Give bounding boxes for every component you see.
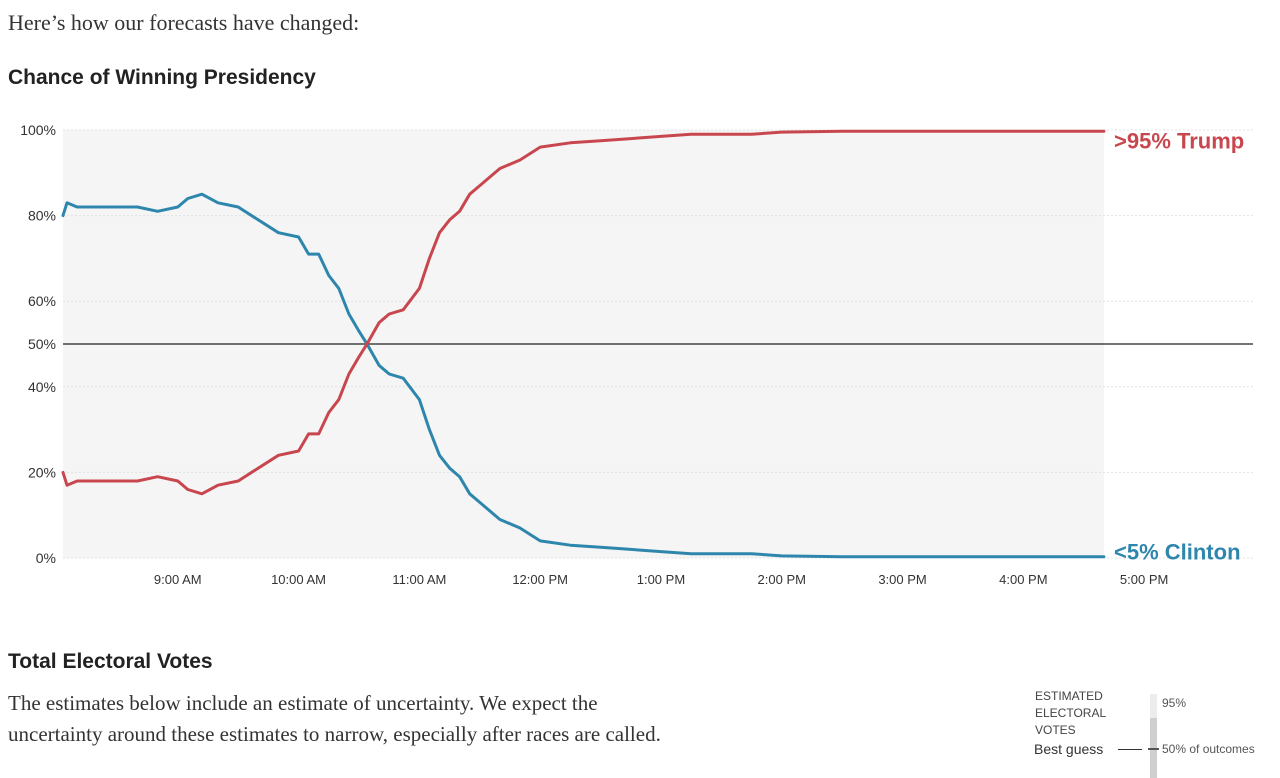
x-tick-label: 10:00 AM [271, 572, 326, 587]
series-end-label-trump: >95% Trump [1114, 128, 1244, 153]
y-tick-label: 80% [28, 208, 56, 224]
y-tick-label: 50% [28, 336, 56, 352]
series-line-trump [61, 129, 1106, 496]
x-tick-label: 2:00 PM [758, 572, 806, 587]
y-tick-label: 0% [36, 550, 56, 566]
electoral-votes-description: The estimates below include an estimate … [8, 691, 661, 746]
x-tick-label: 5:00 PM [1120, 572, 1168, 587]
legend-best-guess-tick [1148, 748, 1159, 750]
chart-section-title: Chance of Winning Presidency [8, 66, 316, 89]
x-tick-label: 11:00 AM [392, 572, 446, 587]
legend-50-label: 50% of outcomes [1162, 742, 1255, 756]
probability-line-chart: 0% 20% 40% 50% 60% 80% 100% 9:00 AM 10:00 AM 11:0… [20, 122, 1253, 587]
series-line-clinton [61, 192, 1106, 559]
x-tick-label: 1:00 PM [637, 572, 685, 587]
x-tick-label: 9:00 AM [154, 572, 202, 587]
legend-heading: ESTIMATED ELECTORAL VOTES [1035, 689, 1106, 737]
x-tick-label: 12:00 PM [512, 572, 568, 587]
legend-best-guess-line [1118, 749, 1142, 750]
legend-best-guess-label: Best guess [1034, 741, 1104, 757]
x-tick-label: 4:00 PM [999, 572, 1047, 587]
y-tick-label: 60% [28, 293, 56, 309]
y-tick-label: 100% [20, 122, 56, 138]
y-tick-label: 40% [28, 379, 56, 395]
y-tick-label: 20% [28, 464, 56, 480]
electoral-votes-title: Total Electoral Votes [8, 650, 213, 673]
x-tick-label: 3:00 PM [878, 572, 926, 587]
series-end-label-clinton: <5% Clinton [1114, 540, 1241, 565]
legend-95-label: 95% [1162, 696, 1187, 710]
intro-text: Here’s how our forecasts have changed: [8, 10, 360, 35]
